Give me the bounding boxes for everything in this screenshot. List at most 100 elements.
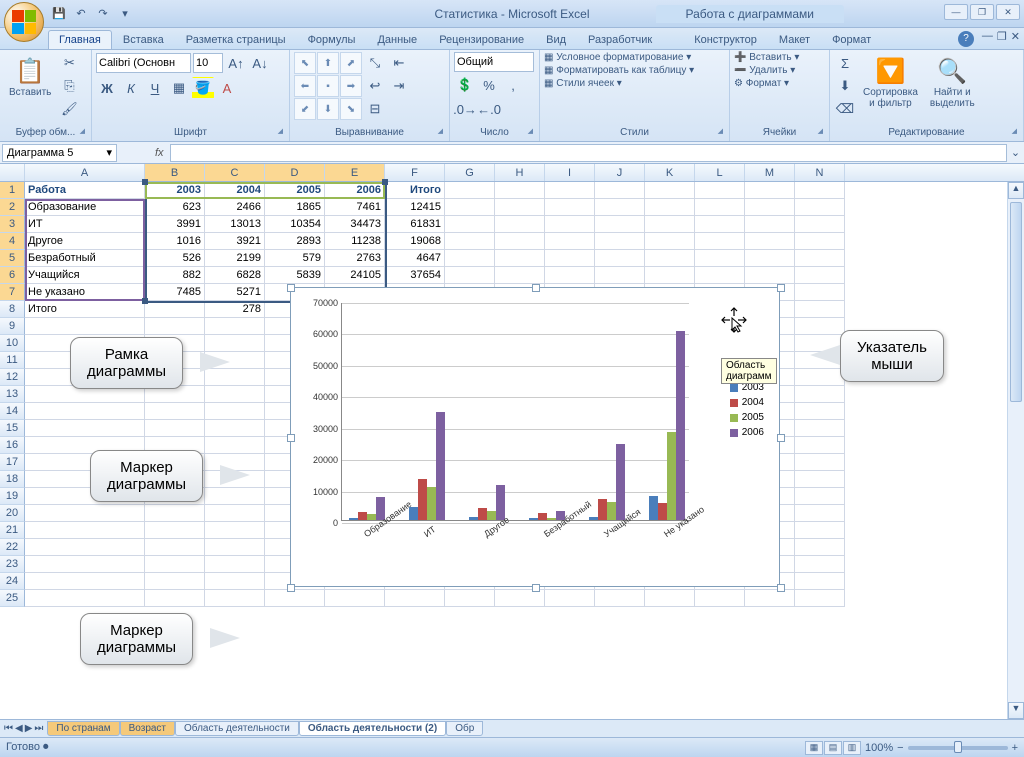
cell[interactable]: [595, 199, 645, 216]
cell[interactable]: [545, 233, 595, 250]
cell[interactable]: [795, 403, 845, 420]
tab-Формат[interactable]: Формат: [821, 30, 882, 49]
chart-bar[interactable]: [616, 444, 625, 520]
cell[interactable]: [795, 284, 845, 301]
row-header[interactable]: 7: [0, 284, 25, 301]
page-layout-view-button[interactable]: ▤: [824, 741, 842, 755]
cell[interactable]: Учащийся: [25, 267, 145, 284]
alignment-grid[interactable]: ⬉⬆⬈ ⬅▪➡ ⬋⬇⬊: [294, 52, 362, 120]
font-color-icon[interactable]: A: [216, 77, 238, 99]
cell[interactable]: [795, 267, 845, 284]
increase-decimal-icon[interactable]: .0→: [454, 98, 476, 120]
cell[interactable]: 882: [145, 267, 205, 284]
cell[interactable]: 19068: [385, 233, 445, 250]
cell[interactable]: [145, 539, 205, 556]
chart-bar[interactable]: [649, 496, 658, 520]
cell[interactable]: 6828: [205, 267, 265, 284]
format-as-table-button[interactable]: ▦ Форматировать как таблицу ▾: [544, 65, 694, 76]
column-header[interactable]: L: [695, 164, 745, 181]
cell[interactable]: [545, 250, 595, 267]
cell[interactable]: 11238: [325, 233, 385, 250]
row-header[interactable]: 11: [0, 352, 25, 369]
cell[interactable]: [495, 216, 545, 233]
cell[interactable]: [795, 250, 845, 267]
cell[interactable]: [745, 267, 795, 284]
chart-bar[interactable]: [487, 511, 496, 520]
autosum-icon[interactable]: Σ: [834, 52, 856, 74]
tab-Рецензирование[interactable]: Рецензирование: [428, 30, 535, 49]
chart-bar[interactable]: [418, 479, 427, 520]
shrink-font-icon[interactable]: A↓: [249, 52, 271, 74]
cell[interactable]: [695, 590, 745, 607]
row-header[interactable]: 23: [0, 556, 25, 573]
tab-Главная[interactable]: Главная: [48, 30, 112, 49]
cell[interactable]: 2005: [265, 182, 325, 199]
cell[interactable]: [205, 318, 265, 335]
sheet-tab[interactable]: По странам: [47, 721, 119, 736]
cell[interactable]: [545, 216, 595, 233]
merge-icon[interactable]: ⊟: [364, 98, 386, 120]
row-header[interactable]: 1: [0, 182, 25, 199]
cell[interactable]: [205, 335, 265, 352]
cell[interactable]: Образование: [25, 199, 145, 216]
cell[interactable]: [695, 267, 745, 284]
cell[interactable]: 3921: [205, 233, 265, 250]
sort-filter-button[interactable]: 🔽 Сортировка и фильтр: [858, 52, 923, 112]
cell[interactable]: [695, 182, 745, 199]
cell[interactable]: [145, 301, 205, 318]
formula-input[interactable]: [170, 144, 1007, 162]
cell[interactable]: [205, 488, 265, 505]
help-button[interactable]: ?: [958, 31, 974, 47]
cell[interactable]: [495, 590, 545, 607]
bold-button[interactable]: Ж: [96, 77, 118, 99]
orientation-icon[interactable]: ⤡: [364, 52, 386, 74]
chart-resize-handle[interactable]: [777, 584, 785, 592]
cell[interactable]: [745, 216, 795, 233]
zoom-level[interactable]: 100%: [865, 742, 893, 754]
cell[interactable]: [145, 403, 205, 420]
cell[interactable]: [745, 233, 795, 250]
cut-icon[interactable]: ✂: [58, 52, 80, 74]
cell[interactable]: [695, 250, 745, 267]
column-header[interactable]: I: [545, 164, 595, 181]
chart-bar[interactable]: [469, 517, 478, 520]
cell[interactable]: Работа: [25, 182, 145, 199]
cell[interactable]: [205, 556, 265, 573]
cell[interactable]: [795, 318, 845, 335]
tab-Макет[interactable]: Макет: [768, 30, 821, 49]
chart-bar[interactable]: [547, 518, 556, 520]
column-header[interactable]: C: [205, 164, 265, 181]
chart-bar[interactable]: [529, 518, 538, 520]
name-box[interactable]: Диаграмма 5▾: [2, 144, 117, 162]
chart-bar[interactable]: [676, 331, 685, 520]
insert-cells-button[interactable]: ➕ Вставить ▾: [734, 52, 799, 63]
doc-close-button[interactable]: ✕: [1011, 30, 1020, 43]
delete-cells-button[interactable]: ➖ Удалить ▾: [734, 65, 795, 76]
cell[interactable]: [385, 590, 445, 607]
cell[interactable]: 2003: [145, 182, 205, 199]
cell[interactable]: [645, 182, 695, 199]
column-header[interactable]: H: [495, 164, 545, 181]
cell[interactable]: 12415: [385, 199, 445, 216]
column-header[interactable]: F: [385, 164, 445, 181]
grow-font-icon[interactable]: A↑: [225, 52, 247, 74]
cell[interactable]: [25, 573, 145, 590]
cell[interactable]: Итого: [25, 301, 145, 318]
cell[interactable]: [445, 267, 495, 284]
chart-object[interactable]: 010000200003000040000500006000070000Обра…: [290, 287, 780, 587]
chart-bar[interactable]: [436, 412, 445, 520]
cell[interactable]: [645, 590, 695, 607]
cell[interactable]: [595, 182, 645, 199]
cell[interactable]: 3991: [145, 216, 205, 233]
cell[interactable]: [795, 556, 845, 573]
close-button[interactable]: ✕: [996, 4, 1020, 20]
chart-bar[interactable]: [667, 432, 676, 520]
find-select-button[interactable]: 🔍 Найти и выделить: [925, 52, 980, 112]
cell[interactable]: [595, 250, 645, 267]
cell[interactable]: [595, 216, 645, 233]
cell[interactable]: [795, 199, 845, 216]
tab-Данные[interactable]: Данные: [366, 30, 428, 49]
cell[interactable]: 579: [265, 250, 325, 267]
restore-button[interactable]: ❐: [970, 4, 994, 20]
scroll-down-button[interactable]: ▼: [1008, 702, 1024, 719]
